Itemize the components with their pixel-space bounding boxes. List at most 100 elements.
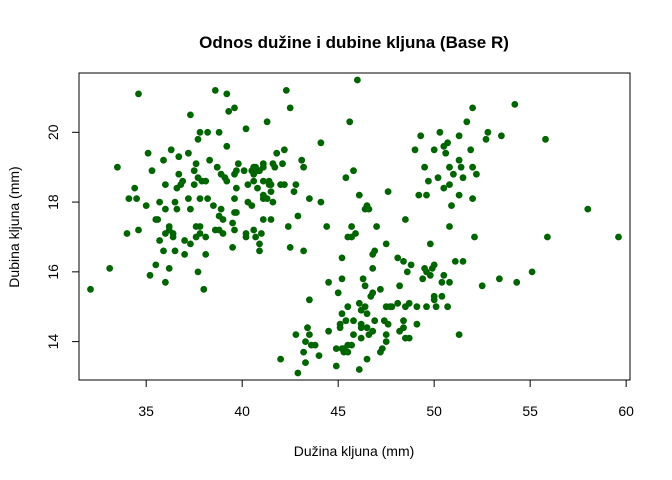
- x-tick-label: 55: [522, 403, 538, 419]
- data-point: [271, 163, 279, 171]
- data-point: [259, 160, 267, 168]
- data-point: [473, 170, 480, 178]
- data-point: [457, 163, 465, 171]
- data-point: [250, 226, 258, 234]
- data-point: [438, 278, 446, 286]
- data-point: [446, 223, 453, 230]
- data-point: [448, 202, 455, 210]
- x-tick-label: 60: [618, 403, 634, 419]
- data-point: [363, 355, 371, 363]
- data-point: [233, 167, 240, 175]
- data-point: [359, 275, 367, 283]
- data-point: [231, 195, 238, 203]
- data-point: [469, 104, 476, 112]
- data-point: [175, 153, 183, 161]
- data-point: [196, 223, 204, 230]
- data-point: [338, 310, 346, 318]
- data-point: [300, 163, 307, 171]
- data-point: [202, 251, 210, 258]
- data-point: [444, 139, 451, 147]
- data-point: [219, 216, 227, 223]
- x-axis-label: Dužina kljuna (mm): [294, 443, 415, 459]
- data-point: [173, 205, 181, 213]
- data-point: [267, 216, 275, 223]
- data-point: [259, 177, 267, 185]
- data-point: [544, 233, 551, 241]
- data-point: [361, 303, 369, 311]
- data-point: [223, 177, 231, 185]
- data-point: [355, 366, 363, 373]
- data-point: [440, 271, 448, 279]
- data-point: [342, 174, 350, 182]
- data-point: [338, 254, 346, 262]
- data-point: [125, 195, 133, 203]
- data-point: [382, 338, 390, 345]
- x-tick-label: 45: [330, 403, 346, 419]
- data-point: [233, 184, 240, 192]
- data-point: [181, 237, 189, 244]
- data-point: [450, 170, 457, 178]
- data-point: [256, 247, 263, 255]
- data-point: [302, 338, 309, 345]
- data-point: [332, 362, 340, 370]
- x-tick-label: 35: [138, 403, 154, 419]
- data-point: [615, 233, 622, 241]
- data-point: [277, 355, 284, 363]
- data-point: [430, 292, 438, 300]
- data-point: [282, 87, 290, 94]
- data-point: [281, 181, 288, 189]
- data-point: [190, 181, 198, 189]
- data-point: [350, 331, 357, 338]
- data-point: [405, 299, 413, 307]
- data-point: [156, 237, 164, 244]
- data-point: [267, 188, 275, 196]
- data-point: [402, 216, 409, 223]
- data-point: [348, 223, 355, 230]
- y-tick-label: 16: [45, 264, 61, 280]
- data-point: [179, 177, 187, 185]
- data-point: [204, 128, 212, 136]
- data-point: [144, 149, 152, 157]
- data-point: [346, 118, 354, 126]
- data-point: [455, 156, 463, 164]
- data-point: [377, 285, 384, 293]
- data-point: [219, 230, 227, 237]
- data-point: [152, 261, 160, 269]
- data-point: [382, 331, 390, 338]
- data-point: [142, 202, 150, 210]
- data-point: [496, 275, 503, 283]
- data-point: [229, 219, 237, 227]
- data-point: [446, 163, 453, 171]
- data-point: [273, 149, 281, 157]
- data-point: [350, 317, 357, 325]
- data-point: [202, 177, 210, 185]
- data-point: [185, 195, 192, 203]
- data-point: [196, 195, 204, 203]
- data-point: [306, 195, 313, 203]
- data-point: [344, 303, 352, 311]
- data-point: [434, 174, 442, 182]
- data-point: [440, 184, 448, 192]
- data-point: [162, 205, 169, 213]
- data-point: [384, 320, 392, 328]
- data-point: [187, 240, 194, 248]
- data-point: [306, 296, 313, 304]
- data-point: [223, 90, 231, 98]
- data-point: [361, 282, 369, 290]
- data-point: [244, 181, 252, 189]
- data-point: [146, 271, 154, 279]
- data-point: [336, 320, 344, 328]
- data-point: [413, 320, 421, 328]
- data-point: [513, 278, 521, 286]
- data-point: [338, 275, 346, 283]
- data-point: [369, 327, 377, 335]
- data-point: [292, 331, 300, 338]
- data-point: [231, 226, 238, 234]
- data-point: [442, 149, 450, 157]
- data-point: [413, 303, 421, 311]
- data-point: [248, 202, 256, 210]
- data-point: [484, 128, 492, 136]
- data-point: [294, 369, 302, 377]
- data-point: [332, 345, 340, 352]
- data-point: [213, 163, 221, 171]
